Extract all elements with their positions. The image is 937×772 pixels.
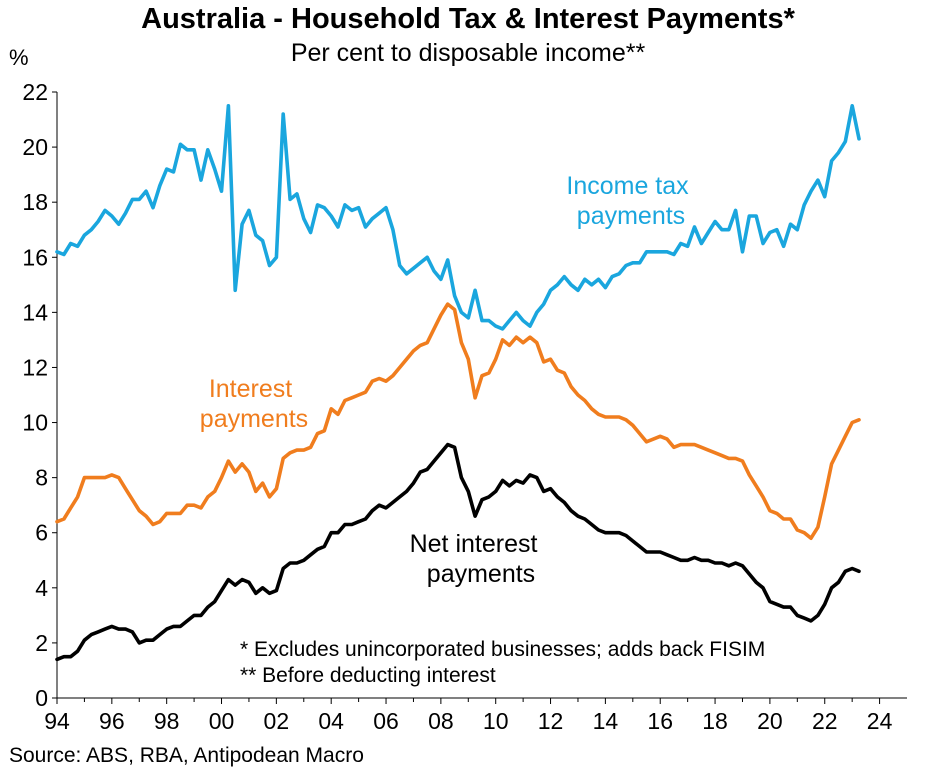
x-tick-label: 06 (373, 708, 399, 734)
y-tick-label: 22 (22, 79, 48, 105)
y-tick-label: 0 (35, 685, 48, 711)
income-tax-series-label: Income tax payments (566, 172, 695, 230)
x-tick-label: 14 (593, 708, 619, 734)
interest-label-line-1: Interest (209, 375, 292, 403)
x-tick-label: 02 (264, 708, 290, 734)
y-axis-unit-label: % (9, 45, 29, 70)
y-tick-label: 18 (22, 189, 48, 215)
chart-subtitle: Per cent to disposable income** (291, 39, 646, 67)
x-tick-label: 18 (702, 708, 728, 734)
chart-title: Australia - Household Tax & Interest Pay… (141, 3, 795, 35)
x-tick-label: 24 (867, 708, 893, 734)
x-axis: 94 96 98 00 02 04 06 08 10 12 14 16 18 20 22 24 (44, 698, 893, 734)
series-lines (55, 104, 861, 662)
x-tick-label: 12 (538, 708, 564, 734)
x-tick-label: 20 (757, 708, 783, 734)
x-tick-label: 00 (209, 708, 235, 734)
x-tick-label: 98 (154, 708, 180, 734)
footnote-2: ** Before deducting interest (240, 664, 496, 687)
y-tick-label: 14 (22, 299, 48, 325)
y-tick-label: 10 (22, 410, 48, 436)
x-tick-label: 22 (812, 708, 838, 734)
y-tick-label: 6 (35, 520, 48, 546)
x-tick-label: 96 (99, 708, 125, 734)
interest-series-label: Interest payments (200, 375, 308, 433)
y-tick-label: 16 (22, 244, 48, 270)
x-tick-label: 94 (44, 708, 70, 734)
y-tick-label: 4 (35, 575, 48, 601)
y-tick-label: 8 (35, 465, 48, 491)
net-interest-label-line-1: Net interest (410, 530, 538, 558)
x-tick-label: 16 (647, 708, 673, 734)
x-tick-label: 08 (428, 708, 454, 734)
x-tick-label: 10 (483, 708, 509, 734)
interest-payments-line (55, 302, 861, 540)
income-tax-label-line-2: payments (577, 202, 685, 230)
net-interest-line (55, 442, 861, 662)
y-axis: 0 2 4 6 8 10 12 14 16 18 20 22 (22, 79, 57, 711)
x-tick-label: 04 (318, 708, 344, 734)
interest-label-line-2: payments (200, 405, 308, 433)
source-note: Source: ABS, RBA, Antipodean Macro (9, 744, 364, 767)
net-interest-label-line-2: payments (427, 560, 535, 588)
net-interest-series-label: Net interest payments (410, 530, 545, 588)
y-tick-label: 20 (22, 134, 48, 160)
footnote-1: * Excludes unincorporated businesses; ad… (240, 638, 765, 661)
income-tax-line (55, 104, 861, 331)
y-tick-label: 2 (35, 630, 48, 656)
income-tax-label-line-1: Income tax (566, 172, 689, 200)
y-tick-label: 12 (22, 354, 48, 380)
